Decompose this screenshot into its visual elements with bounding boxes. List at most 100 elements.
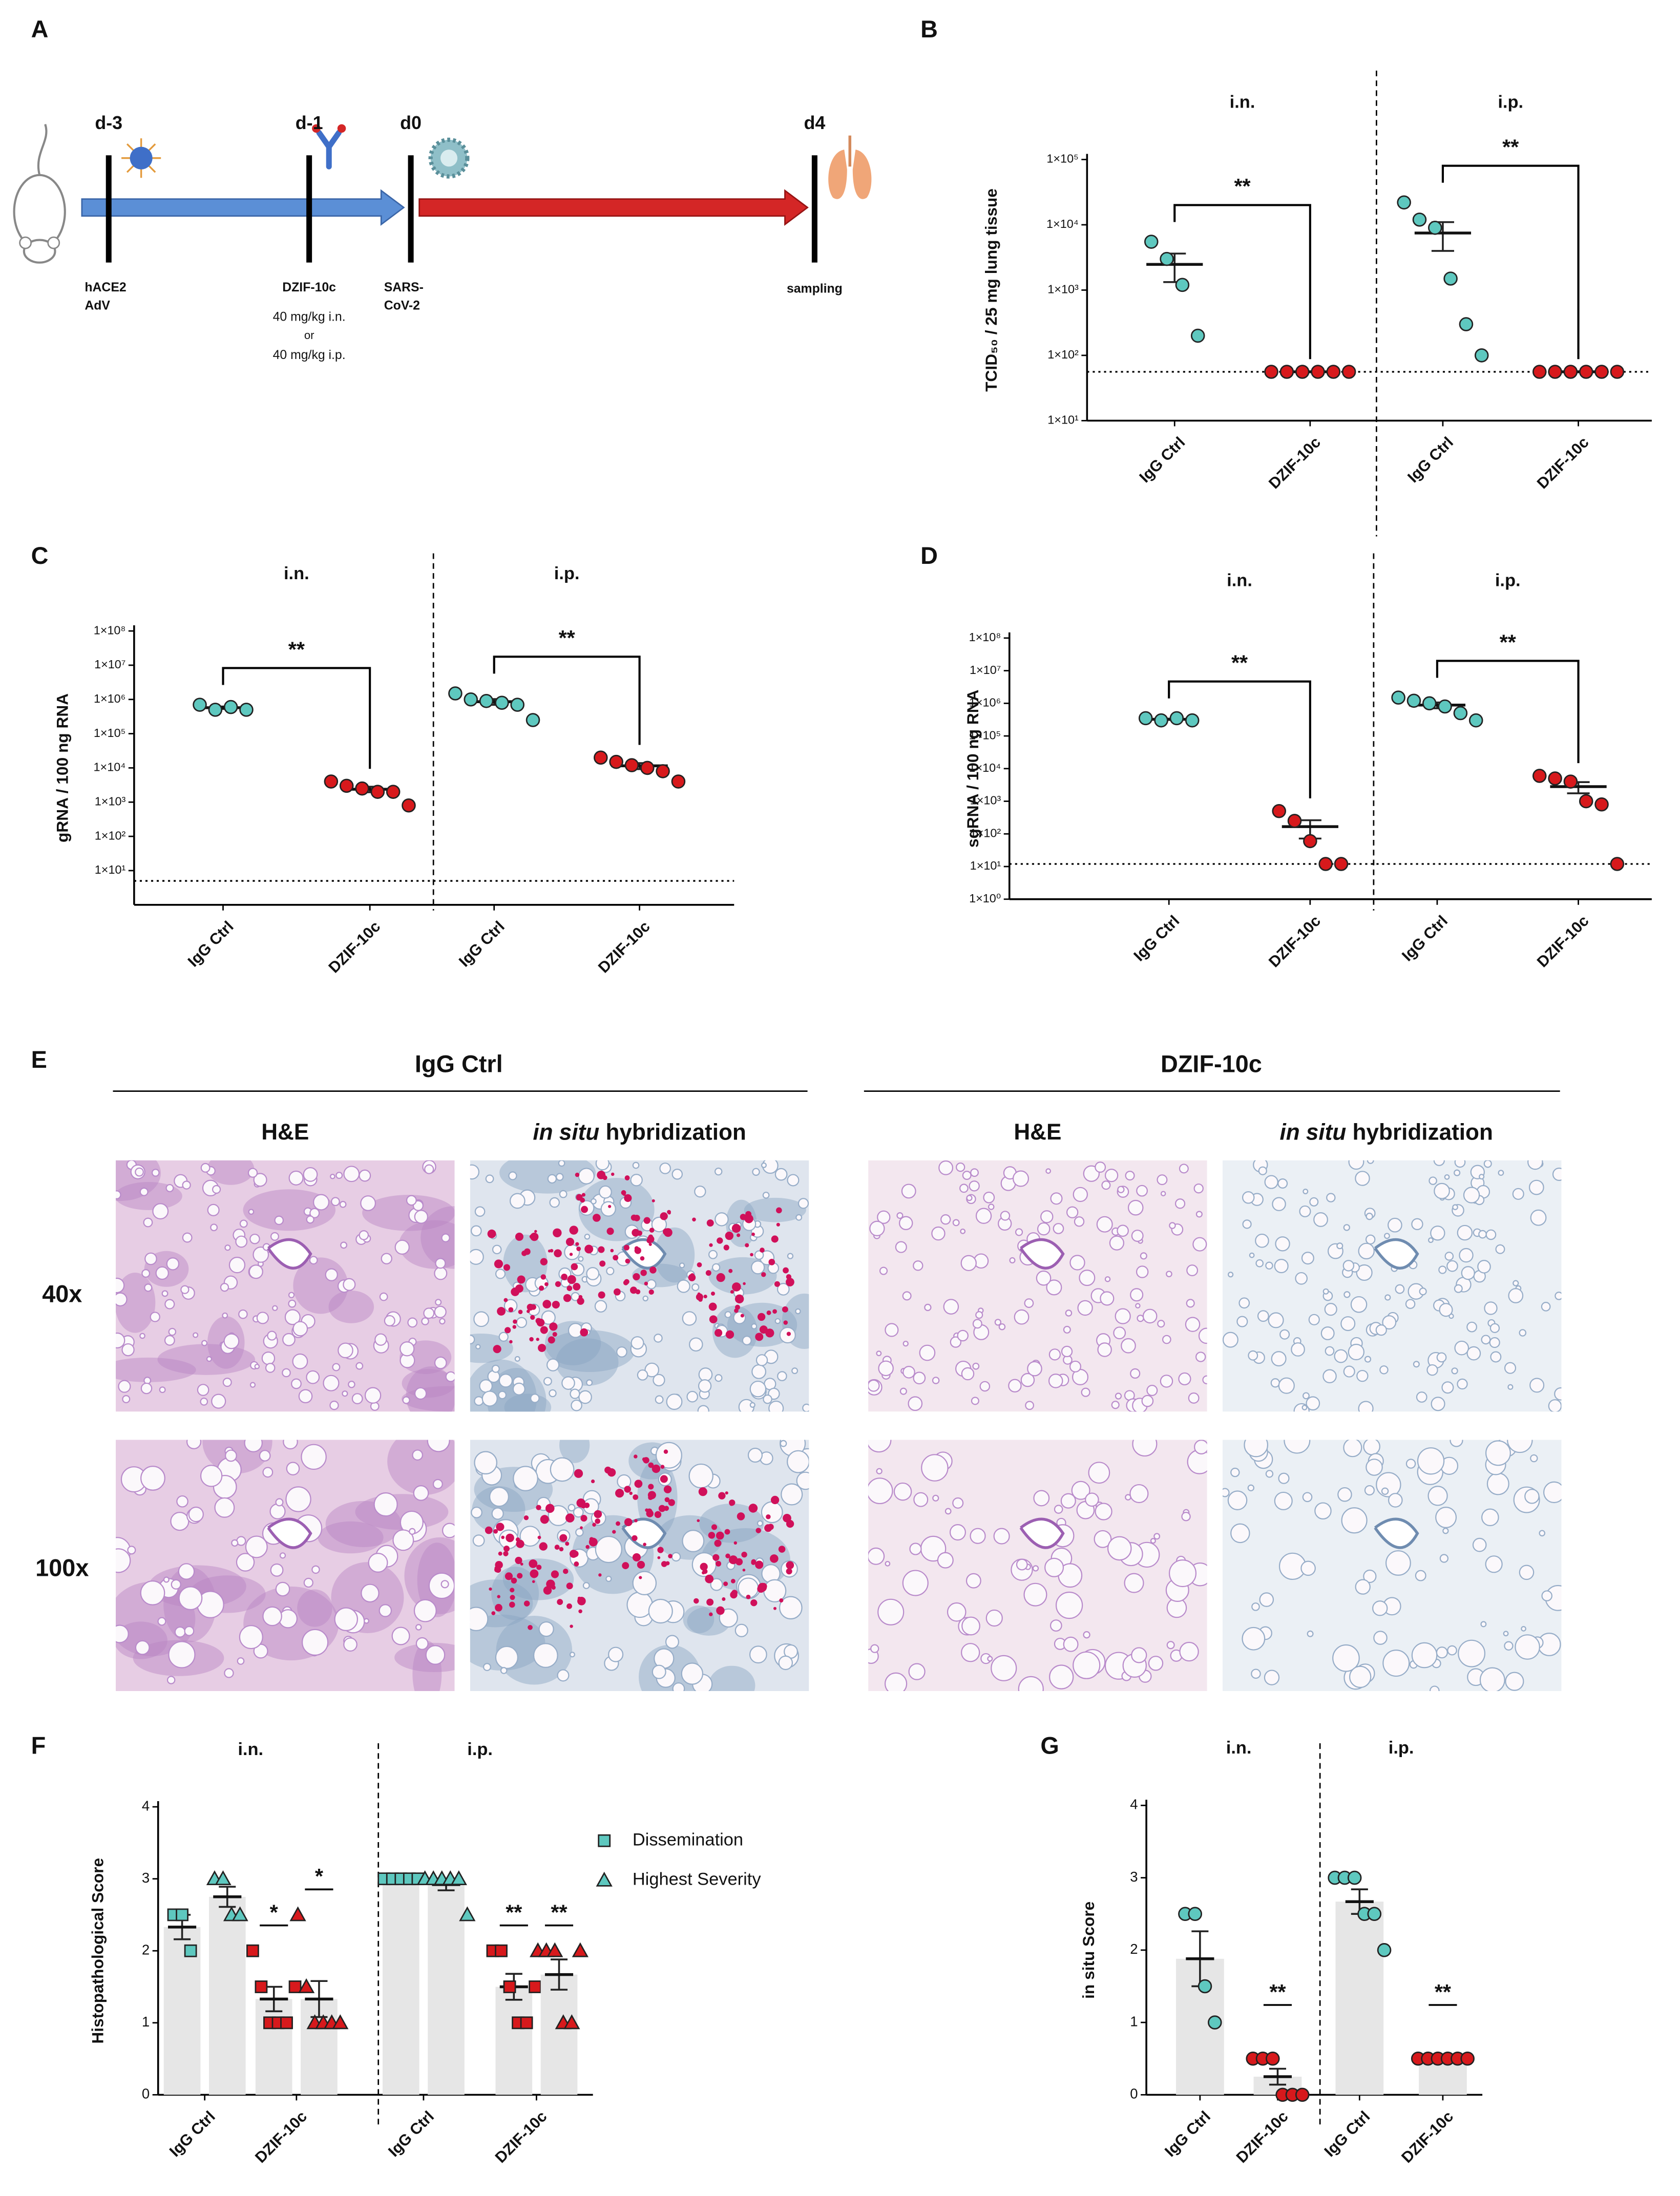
alveolus: [1045, 1168, 1052, 1174]
virus-signal: [592, 1523, 596, 1527]
alveolus: [1548, 1399, 1562, 1412]
alveolus: [225, 1449, 237, 1462]
virus-signal: [581, 1193, 585, 1197]
alveolus: [1148, 1656, 1164, 1671]
x-tick-label: IgG Ctrl: [385, 2108, 437, 2160]
alveolus: [1454, 1340, 1469, 1356]
alveolus: [415, 1624, 422, 1631]
alveolus: [188, 1506, 204, 1523]
alveolus: [207, 1203, 220, 1216]
alveolus: [224, 1668, 234, 1678]
alveolus: [1524, 1489, 1540, 1504]
x-tick-label: DZIF-10c: [1266, 434, 1324, 492]
virus-signal: [578, 1609, 582, 1614]
alveolus: [237, 1657, 245, 1665]
x-tick-label: DZIF-10c: [252, 2108, 310, 2166]
virus-signal: [786, 1568, 792, 1575]
x-tick-label: IgG Ctrl: [1404, 434, 1457, 486]
alveolus: [1457, 1224, 1473, 1241]
alveolus: [1364, 1485, 1375, 1496]
alveolus: [1528, 1179, 1544, 1195]
virus-signal: [544, 1282, 549, 1286]
alveolus: [391, 1627, 410, 1645]
virus-signal: [571, 1263, 578, 1271]
alveolus: [991, 1655, 1017, 1681]
alveolus: [606, 1266, 615, 1275]
virus-signal: [657, 1547, 664, 1553]
alveolus: [654, 1334, 663, 1343]
alveolus: [590, 1198, 597, 1205]
alveolus: [655, 1395, 664, 1404]
virus-signal: [731, 1223, 741, 1233]
alveolus: [182, 1180, 191, 1190]
alveolus: [1343, 1291, 1351, 1298]
alveolus: [651, 1216, 667, 1233]
virus-signal: [501, 1535, 505, 1539]
alveolus: [245, 1535, 268, 1558]
data-point: [1198, 1979, 1212, 1994]
alveolus: [970, 1528, 986, 1544]
x-tick-label: DZIF-10c: [325, 918, 384, 977]
alveolus: [1439, 1303, 1453, 1317]
alveolus: [878, 1360, 894, 1377]
histology-image: [1222, 1440, 1562, 1692]
alveolus: [470, 1607, 489, 1632]
bar: [382, 1878, 419, 2095]
virus-signal: [598, 1246, 605, 1253]
alveolus: [1157, 1320, 1165, 1328]
alveolus: [1428, 1237, 1434, 1243]
data-point: [246, 1944, 259, 1957]
alveolus: [1071, 1481, 1090, 1500]
virus-signal: [708, 1532, 716, 1539]
alveolus: [921, 1454, 949, 1482]
alveolus: [206, 1356, 212, 1362]
alveolus: [1385, 1550, 1411, 1576]
data-point: [370, 785, 385, 799]
alveolus: [1479, 1174, 1485, 1180]
alveolus: [631, 1336, 644, 1350]
virus-signal: [511, 1577, 517, 1584]
alveolus: [932, 1377, 940, 1384]
significance-label: **: [288, 638, 305, 661]
alveolus: [359, 1169, 371, 1182]
alveolus: [575, 1528, 584, 1537]
virus-signal: [580, 1526, 583, 1529]
alveolus: [1048, 1374, 1063, 1388]
alveolus: [1395, 1284, 1405, 1294]
magnification-label: 40x: [42, 1281, 82, 1307]
virus-signal: [778, 1546, 786, 1553]
timeline: d-3 d-1 d0 d4 hACE2 AdV DZIF-10c 40 mg/k…: [13, 113, 872, 362]
alveolus: [983, 1191, 995, 1203]
dense-tissue: [556, 1338, 619, 1386]
alveolus: [1388, 1493, 1403, 1508]
data-point: [215, 1870, 232, 1886]
data-point: [624, 758, 639, 772]
virus-signal: [497, 1595, 500, 1598]
alveolus: [868, 1547, 885, 1565]
y-tick-label: 1×10⁷: [94, 658, 125, 671]
virus-signal: [532, 1580, 535, 1583]
alveolus: [1324, 1303, 1337, 1316]
alveolus: [952, 1497, 964, 1509]
significance-bracket: [493, 656, 641, 745]
data-point: [1175, 278, 1190, 292]
alveolus: [500, 1667, 508, 1674]
chart: 1×10¹ 1×10² 1×10³ 1×10⁴ 1×10⁵ 1×10⁶ 1×10⁷ 1×10⁸…: [53, 553, 734, 976]
significance-label: **: [1502, 135, 1519, 159]
virus-signal: [613, 1255, 619, 1261]
alveolus: [1125, 1494, 1131, 1501]
virus-signal: [776, 1207, 782, 1214]
alveolus: [1459, 1248, 1474, 1263]
alveolus: [949, 1524, 966, 1541]
virus-signal: [647, 1491, 656, 1500]
dense-tissue: [470, 1614, 545, 1671]
alveolus: [1367, 1160, 1374, 1164]
virus-signal: [542, 1300, 552, 1308]
virus-signal: [606, 1228, 614, 1235]
alveolus: [489, 1487, 510, 1507]
virus-signal: [725, 1330, 734, 1339]
alveolus: [414, 1387, 427, 1400]
alveolus: [135, 1640, 150, 1655]
alveolus: [256, 1312, 269, 1324]
virus-signal: [624, 1175, 630, 1180]
